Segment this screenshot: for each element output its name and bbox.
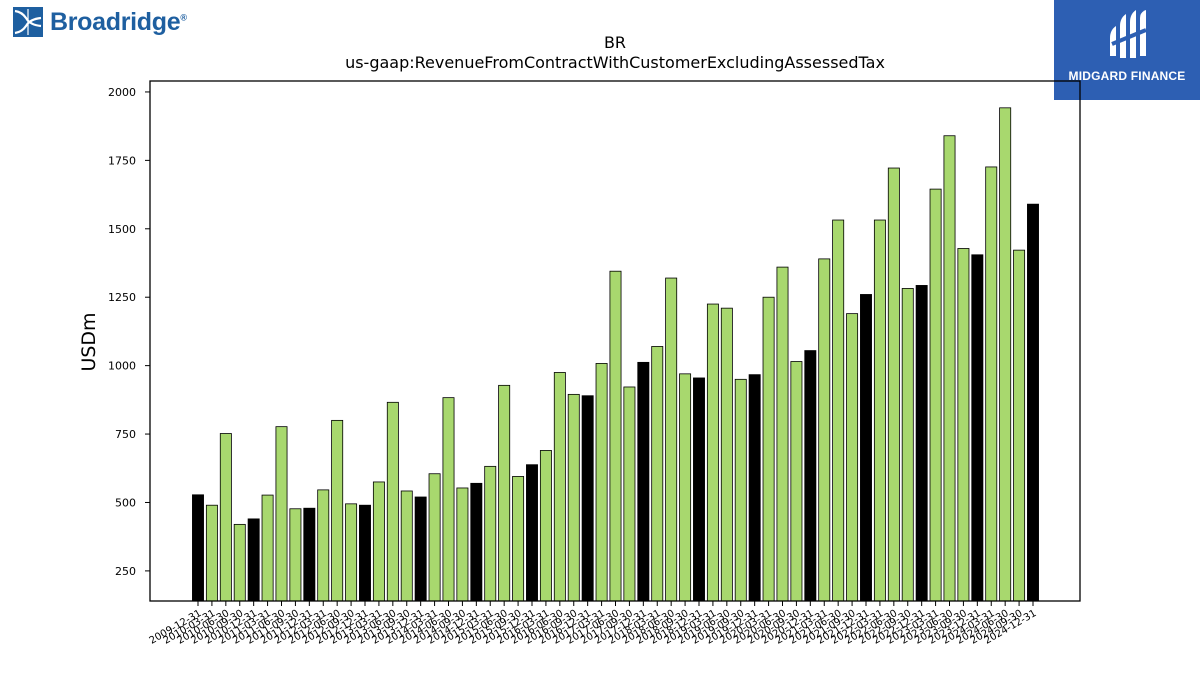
bar-2020-03-31 (762, 296, 775, 602)
bar-2020-09-30 (790, 361, 803, 602)
y-tick-label: 1500 (108, 223, 136, 236)
bar-2013-12-31 (414, 496, 427, 602)
bar-2015-12-31 (526, 464, 538, 602)
bar-2014-09-30 (456, 487, 469, 602)
bar-2024-06-30 (999, 107, 1012, 602)
bar-2016-12-31 (581, 395, 594, 602)
y-axis-label: USDm (78, 312, 100, 371)
bar-2015-09-30 (512, 476, 525, 602)
bar-2013-03-31 (372, 481, 385, 602)
bar-2011-06-30 (275, 426, 288, 602)
bar-2018-12-31 (693, 377, 705, 602)
bar-2010-09-30 (233, 523, 246, 602)
bar-2010-03-31 (205, 504, 218, 602)
bar-2020-12-31 (804, 350, 817, 602)
bar-2014-03-31 (428, 473, 441, 602)
bar-2023-12-31 (971, 254, 984, 602)
bar-2024-03-31 (985, 166, 998, 602)
bar-2009-12-31 (192, 494, 204, 602)
bar-2023-06-30 (943, 135, 956, 602)
bar-2011-03-31 (261, 494, 274, 602)
y-tick-label: 1750 (108, 154, 136, 167)
bar-2013-09-30 (400, 490, 413, 602)
y-tick-label: 1000 (108, 360, 136, 373)
bar-2022-09-30 (901, 288, 914, 602)
bar-2018-03-31 (651, 346, 664, 602)
bar-2023-03-31 (929, 188, 942, 602)
bar-2019-03-31 (706, 303, 719, 602)
bar-2017-06-30 (609, 270, 622, 602)
bar-2023-09-30 (957, 248, 970, 602)
bar-2017-03-31 (595, 363, 608, 602)
bar-2012-12-31 (359, 504, 371, 602)
bar-2021-06-30 (832, 219, 845, 602)
bar-2010-12-31 (247, 518, 260, 602)
bar-2022-12-31 (915, 285, 928, 602)
bar-2015-06-30 (498, 384, 511, 602)
bar-2022-03-31 (873, 219, 886, 602)
bar-2017-09-30 (623, 386, 636, 602)
bar-2021-12-31 (860, 294, 872, 602)
bar-2019-09-30 (734, 378, 747, 602)
bar-2021-03-31 (818, 258, 831, 602)
bars-group (192, 107, 1039, 602)
broadridge-logo: Broadridge® (12, 6, 187, 38)
y-tick-label: 2000 (108, 86, 136, 99)
chart-subtitle: us-gaap:RevenueFromContractWithCustomerE… (345, 53, 885, 72)
bar-2024-12-31 (1027, 203, 1039, 602)
bar-2014-12-31 (470, 482, 483, 602)
bar-2012-09-30 (345, 503, 358, 602)
x-axis: 2009-12-312010-03-312010-06-302010-09-30… (148, 601, 1039, 647)
y-tick-label: 750 (115, 428, 136, 441)
y-tick-label: 1250 (108, 291, 136, 304)
bar-2016-09-30 (567, 393, 580, 602)
bar-2019-12-31 (748, 374, 761, 602)
broadridge-logo-icon (13, 7, 43, 37)
bar-2012-06-30 (331, 419, 344, 602)
bar-2013-06-30 (386, 401, 399, 602)
bar-2018-09-30 (679, 373, 692, 602)
bar-2022-06-30 (887, 167, 900, 602)
midgard-finance-logo: MIDGARD FINANCE (1054, 0, 1200, 100)
bar-2010-06-30 (219, 433, 232, 602)
bar-2018-06-30 (665, 277, 678, 602)
broadridge-wordmark: Broadridge® (50, 7, 187, 36)
bar-2012-03-31 (317, 489, 330, 602)
bar-2024-09-30 (1013, 249, 1026, 602)
bar-2017-12-31 (637, 361, 650, 602)
bar-2015-03-31 (484, 465, 497, 602)
y-tick-label: 500 (115, 496, 136, 509)
bar-2011-12-31 (303, 507, 316, 602)
bar-2011-09-30 (289, 508, 302, 602)
bar-2014-06-30 (442, 397, 455, 602)
bar-2016-06-30 (553, 372, 566, 602)
plot-frame (149, 80, 1081, 602)
midgard-finance-emblem-icon (1110, 10, 1147, 58)
midgard-finance-wordmark: MIDGARD FINANCE (1068, 69, 1186, 83)
bar-2016-03-31 (539, 450, 552, 602)
bar-2019-06-30 (720, 307, 733, 602)
y-axis: 250 500 750 1000 1250 1500 1750 2000 (108, 86, 150, 578)
bar-2020-06-30 (776, 266, 789, 602)
y-tick-label: 250 (115, 565, 136, 578)
chart-title: BR (604, 33, 626, 52)
bar-2021-09-30 (846, 313, 859, 602)
